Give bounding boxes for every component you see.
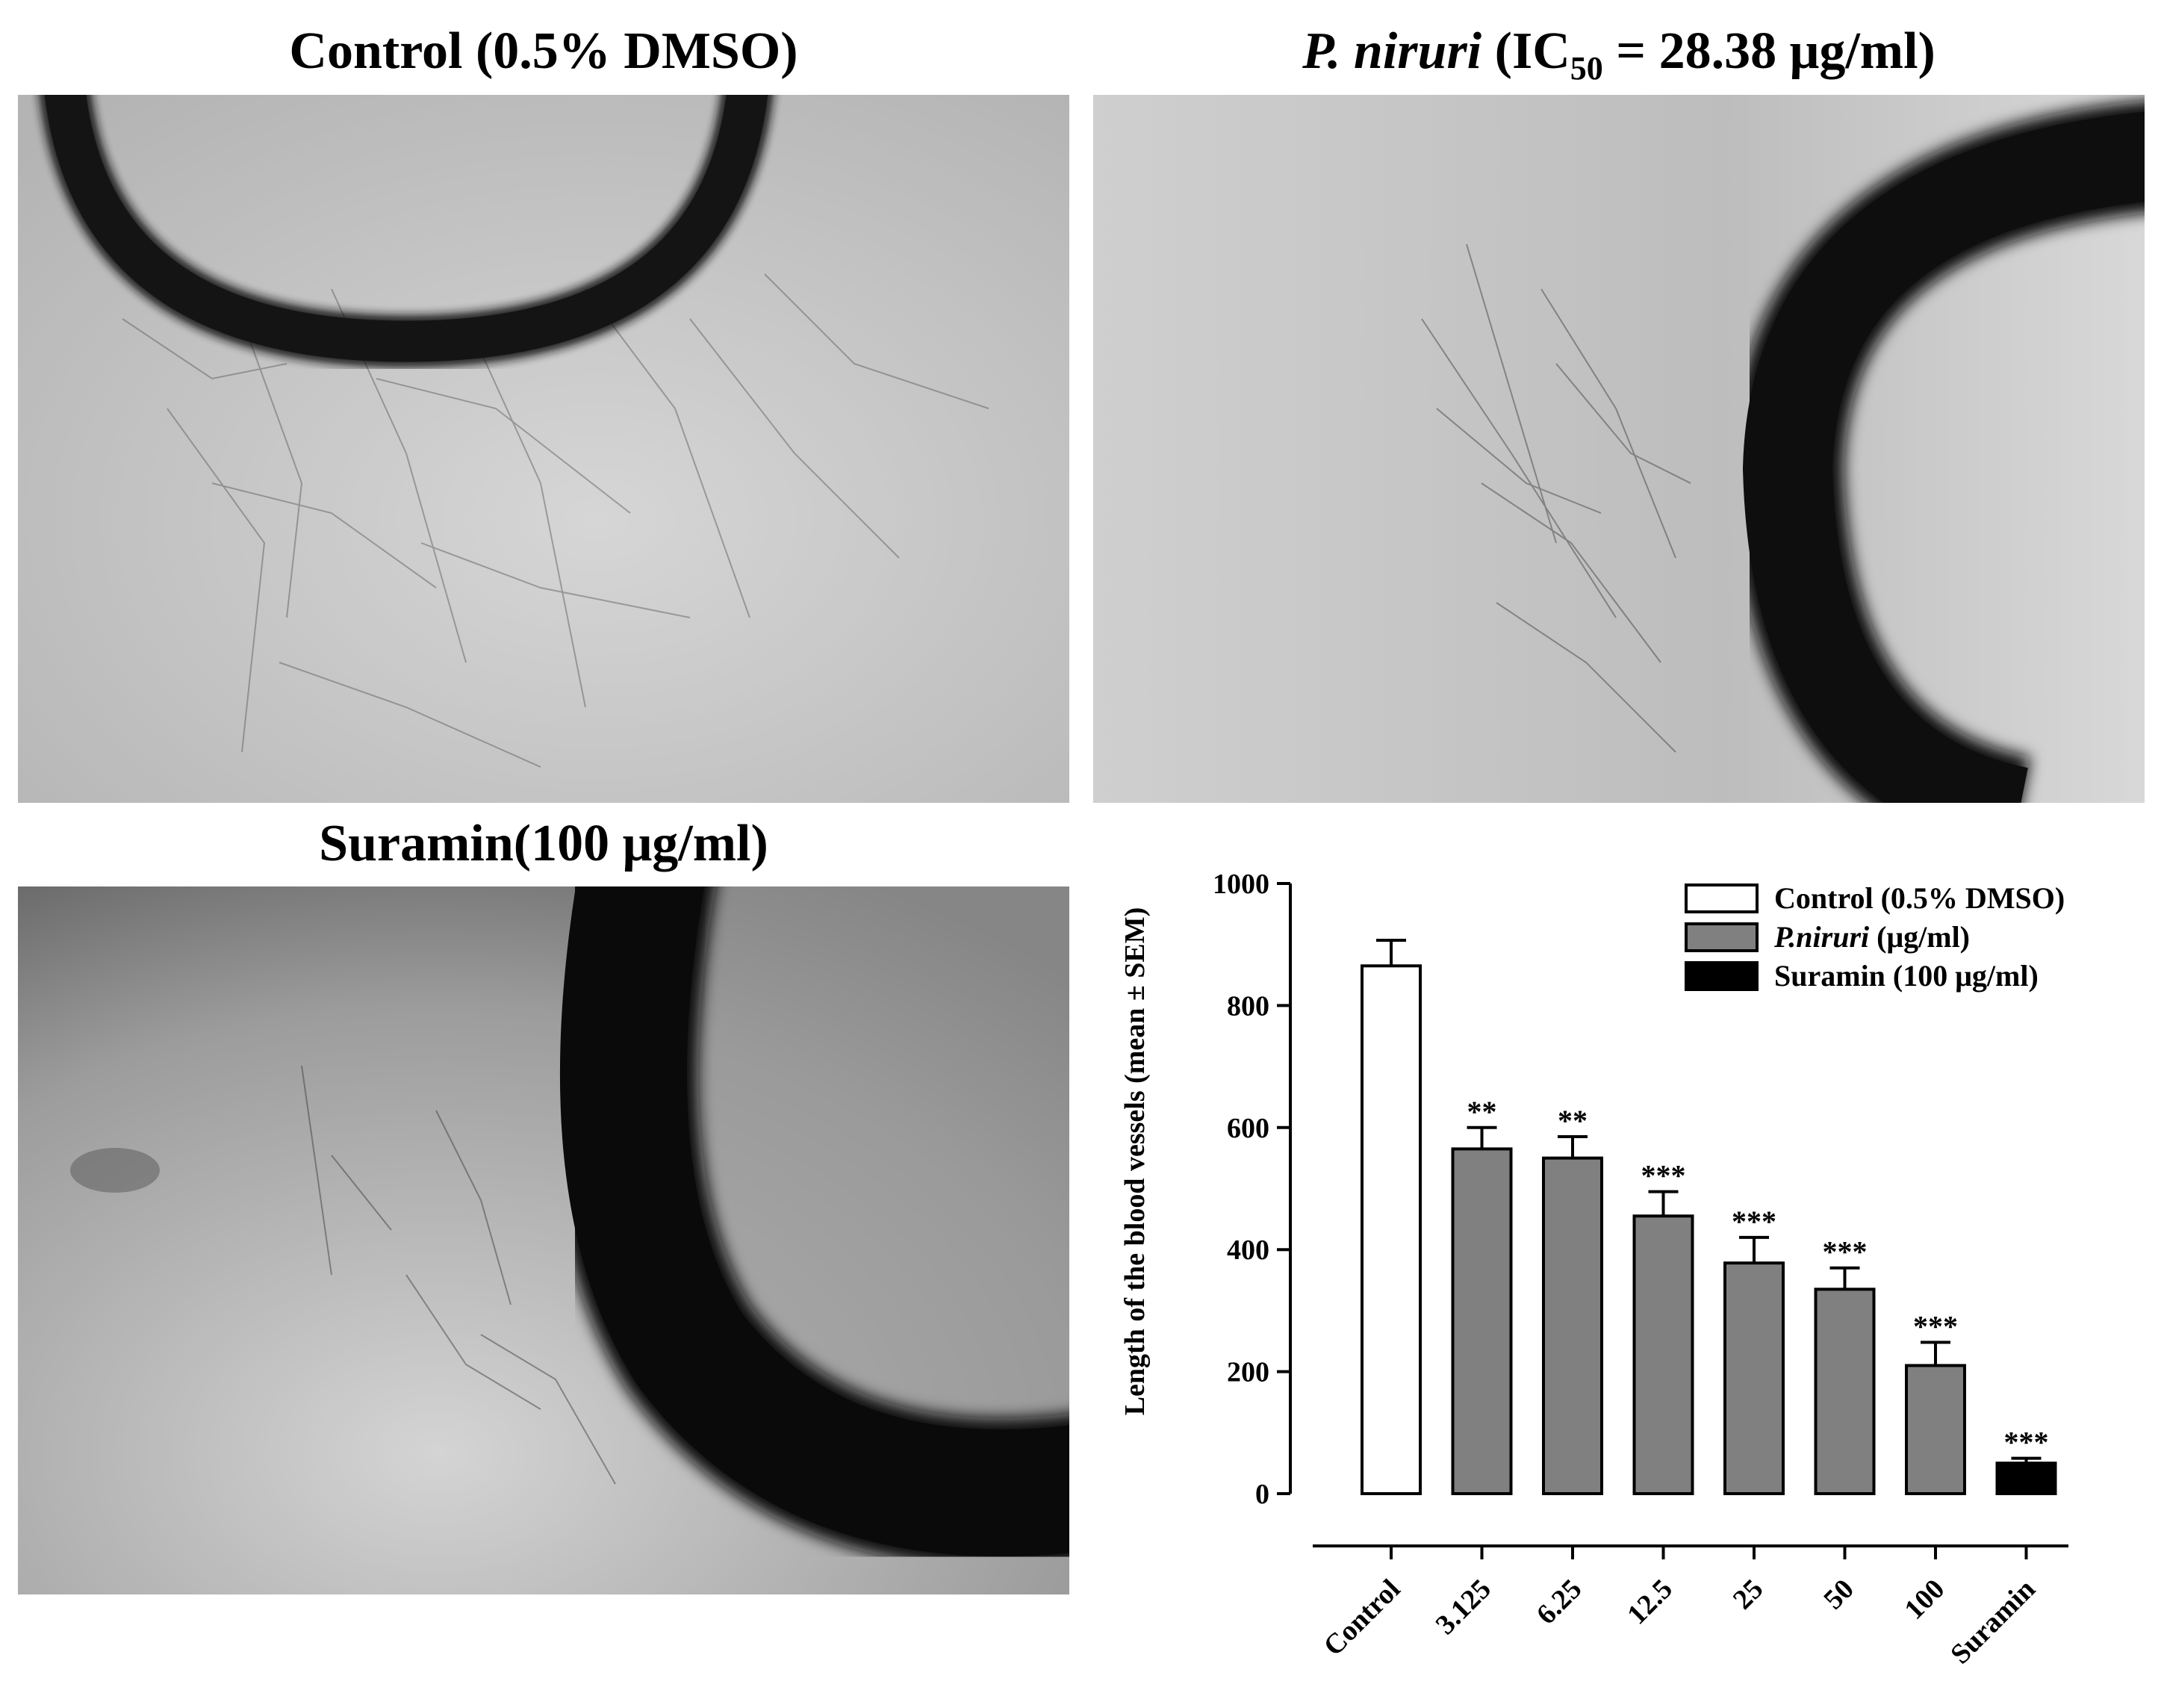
pniruri-title-subscript: 50 bbox=[1570, 50, 1603, 87]
pniruri-title-value: = 28.38 μg/ml) bbox=[1602, 22, 1936, 80]
legend-swatch-suramin bbox=[1685, 961, 1759, 991]
suramin-panel-title: Suramin(100 μg/ml) bbox=[319, 815, 768, 872]
legend-swatch-control bbox=[1685, 883, 1759, 913]
y-tick-label: 0 bbox=[1255, 1479, 1269, 1510]
y-tick-label: 1000 bbox=[1213, 869, 1269, 900]
bar-6.25 bbox=[1542, 1156, 1603, 1495]
pniruri-panel-title: P. niruri (IC50 = 28.38 μg/ml) bbox=[1093, 25, 2145, 85]
bar-3.125 bbox=[1451, 1147, 1513, 1495]
y-axis-label: Length of the blood vessels (mean ± SEM) bbox=[1119, 907, 1151, 1416]
x-tick-label: Suramin bbox=[1944, 1574, 2042, 1671]
bar-control bbox=[1361, 964, 1422, 1496]
suramin-micrograph bbox=[18, 886, 1069, 1594]
x-tick-label: 3.125 bbox=[1430, 1574, 1497, 1641]
bar-suramin bbox=[1995, 1462, 2057, 1496]
legend-label-control: Control (0.5% DMSO) bbox=[1774, 881, 2065, 915]
blood-vessel-length-chart: Length of the blood vessels (mean ± SEM)… bbox=[1119, 869, 2068, 1671]
x-tick-label: 50 bbox=[1818, 1574, 1860, 1616]
significance-label: ** bbox=[1467, 1095, 1497, 1128]
bar-12.5 bbox=[1632, 1214, 1694, 1495]
pniruri-title-ic: (IC bbox=[1481, 22, 1570, 80]
control-panel-title: Control (0.5% DMSO) bbox=[289, 22, 798, 80]
bar-25 bbox=[1723, 1261, 1785, 1495]
significance-label: ** bbox=[1558, 1104, 1588, 1137]
pniruri-micrograph bbox=[1093, 95, 2145, 803]
x-tick-label: Control bbox=[1318, 1574, 1407, 1662]
legend-label-pniruri: P.niruri (μg/ml) bbox=[1773, 920, 1970, 954]
significance-label: *** bbox=[1823, 1235, 1868, 1269]
significance-label: *** bbox=[2004, 1426, 2049, 1459]
significance-label: *** bbox=[1732, 1205, 1776, 1238]
y-tick-label: 400 bbox=[1227, 1235, 1269, 1266]
pniruri-title-species: P. niruri bbox=[1302, 22, 1482, 80]
control-micrograph bbox=[18, 95, 1069, 803]
x-tick-label: 6.25 bbox=[1531, 1574, 1588, 1631]
significance-label: *** bbox=[1641, 1159, 1686, 1193]
x-tick-label: 100 bbox=[1898, 1574, 1950, 1626]
legend-swatch-pniruri bbox=[1685, 922, 1759, 952]
y-tick-label: 800 bbox=[1227, 990, 1269, 1022]
bar-50 bbox=[1814, 1288, 1876, 1495]
x-tick-label: 12.5 bbox=[1621, 1574, 1679, 1631]
y-tick-label: 600 bbox=[1227, 1113, 1269, 1144]
y-tick-label: 200 bbox=[1227, 1357, 1269, 1388]
legend-label-suramin: Suramin (100 μg/ml) bbox=[1774, 959, 2039, 993]
significance-label: *** bbox=[1913, 1309, 1958, 1343]
x-tick-label: 25 bbox=[1727, 1574, 1770, 1616]
bar-100 bbox=[1905, 1364, 1966, 1495]
